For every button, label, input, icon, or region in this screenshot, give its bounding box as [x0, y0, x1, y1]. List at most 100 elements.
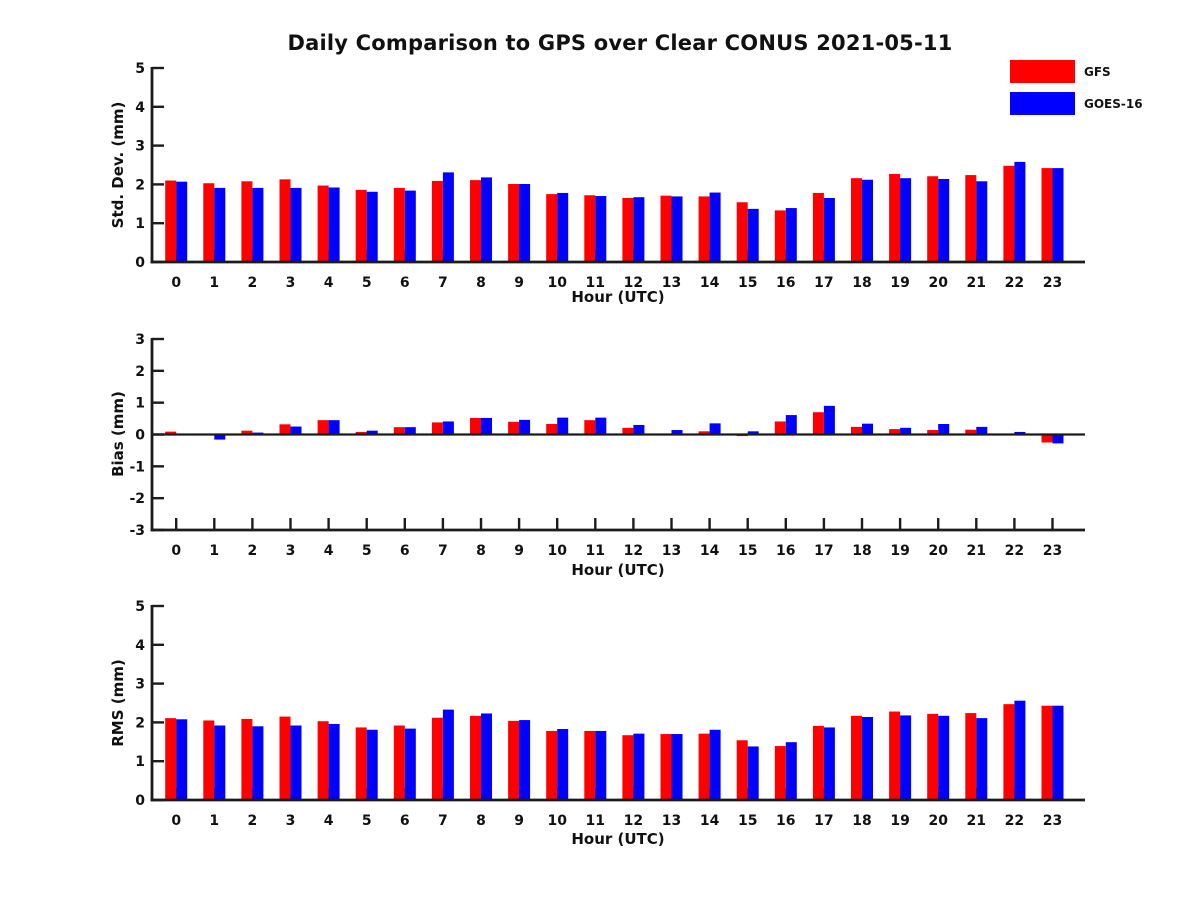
bar-goes-16-h1 — [214, 434, 226, 440]
bar-gfs-h2 — [241, 181, 253, 262]
bar-goes-16-h2 — [252, 187, 264, 262]
x-tick-label: 16 — [776, 813, 795, 829]
bar-gfs-h17 — [812, 192, 824, 262]
bar-goes-16-h19 — [900, 715, 912, 800]
bar-gfs-h1 — [203, 720, 215, 800]
x-tick-label: 10 — [547, 543, 567, 559]
bar-gfs-h13 — [660, 195, 672, 262]
bar-goes-16-h7 — [442, 709, 454, 800]
bar-gfs-h0 — [165, 718, 177, 800]
x-tick-label: 17 — [814, 813, 833, 829]
x-tick-label: 17 — [814, 275, 833, 291]
bar-gfs-h17 — [812, 412, 824, 435]
x-tick-label: 16 — [776, 275, 795, 291]
bar-goes-16-h16 — [785, 742, 797, 800]
bar-goes-16-h19 — [900, 178, 912, 262]
x-tick-label: 20 — [928, 543, 948, 559]
x-tick-label: 2 — [248, 813, 258, 829]
bar-goes-16-h11 — [595, 730, 607, 800]
x-tick-label: 12 — [624, 543, 643, 559]
bar-gfs-h9 — [508, 184, 520, 262]
bar-goes-16-h14 — [709, 729, 721, 800]
x-tick-label: 9 — [514, 275, 524, 291]
x-tick-label: 4 — [324, 813, 334, 829]
bar-gfs-h10 — [546, 194, 558, 262]
bar-goes-16-h11 — [595, 417, 607, 435]
bar-goes-16-h21 — [976, 181, 988, 262]
y-tick-label: 2 — [135, 177, 145, 193]
x-tick-label: 22 — [1005, 813, 1024, 829]
bar-goes-16-h14 — [709, 192, 721, 262]
bar-gfs-h10 — [546, 423, 558, 435]
bar-gfs-h20 — [927, 430, 939, 435]
bar-goes-16-h6 — [404, 728, 416, 800]
bar-gfs-h19 — [889, 711, 901, 800]
bar-gfs-h22 — [1003, 704, 1015, 800]
bar-gfs-h18 — [851, 178, 862, 262]
x-tick-label: 2 — [248, 543, 258, 559]
bar-goes-16-h2 — [252, 726, 264, 800]
bar-goes-16-h22 — [1014, 431, 1026, 435]
x-tick-label: 17 — [814, 543, 833, 559]
bar-gfs-h12 — [622, 735, 634, 800]
bar-goes-16-h13 — [671, 196, 683, 262]
bar-gfs-h15 — [736, 740, 748, 800]
bar-gfs-h13 — [660, 734, 672, 800]
bar-gfs-h23 — [1041, 168, 1053, 262]
legend-entry-gfs: GFS — [1010, 60, 1195, 83]
bar-goes-16-h15 — [747, 431, 759, 435]
x-tick-label: 5 — [362, 813, 372, 829]
bar-gfs-h3 — [279, 716, 291, 800]
x-tick-label: 3 — [286, 543, 296, 559]
x-tick-label: 12 — [624, 813, 643, 829]
legend-swatch-goes16-icon — [1010, 92, 1075, 115]
x-tick-label: 15 — [738, 543, 757, 559]
bar-goes-16-h9 — [519, 720, 531, 800]
x-tick-label: 22 — [1005, 543, 1024, 559]
chart-title: Daily Comparison to GPS over Clear CONUS… — [287, 31, 953, 55]
x-tick-label: 14 — [700, 813, 720, 829]
legend-entry-goes16: GOES-16 — [1010, 92, 1195, 115]
x-tick-label: 23 — [1043, 813, 1062, 829]
bar-goes-16-h7 — [442, 172, 454, 262]
x-tick-label: 13 — [662, 543, 681, 559]
x-tick-label: 23 — [1043, 543, 1062, 559]
x-tick-label: 1 — [209, 543, 219, 559]
bar-goes-16-h3 — [290, 725, 302, 800]
bar-goes-16-h23 — [1052, 434, 1064, 444]
bar-goes-16-h5 — [366, 729, 378, 800]
legend-swatch-gfs-icon — [1010, 60, 1075, 83]
y-tick-label: 2 — [135, 715, 145, 731]
bar-gfs-h3 — [279, 179, 291, 262]
bar-goes-16-h17 — [823, 727, 835, 800]
x-tick-label: 19 — [890, 275, 909, 291]
x-tick-label: 19 — [890, 543, 909, 559]
legend-label-goes16: GOES-16 — [1084, 96, 1143, 111]
bar-gfs-h17 — [812, 725, 824, 800]
bar-goes-16-h6 — [404, 427, 416, 435]
y-tick-label: 1 — [135, 754, 145, 770]
bar-gfs-h0 — [165, 431, 177, 435]
x-tick-label: 23 — [1043, 275, 1062, 291]
x-tick-label: 18 — [852, 543, 871, 559]
bar-goes-16-h23 — [1052, 705, 1064, 800]
legend-label-gfs: GFS — [1084, 64, 1111, 79]
y-tick-label: 3 — [135, 332, 145, 348]
bar-goes-16-h1 — [214, 187, 226, 262]
x-tick-label: 1 — [209, 813, 219, 829]
bar-gfs-h6 — [393, 427, 405, 435]
x-tick-label: 5 — [362, 543, 372, 559]
bar-gfs-h23 — [1041, 434, 1053, 443]
bar-goes-16-h8 — [481, 713, 492, 800]
x-tick-label: 9 — [514, 543, 524, 559]
x-tick-label: 15 — [738, 813, 757, 829]
bar-gfs-h6 — [393, 725, 405, 800]
y-tick-label: 2 — [135, 364, 145, 380]
bar-gfs-h18 — [851, 715, 862, 800]
bar-gfs-h6 — [393, 187, 405, 262]
bar-goes-16-h16 — [785, 415, 797, 435]
bar-gfs-h18 — [851, 426, 862, 435]
bar-goes-16-h12 — [633, 197, 645, 262]
bar-gfs-h16 — [774, 746, 786, 800]
bar-goes-16-h23 — [1052, 168, 1064, 262]
